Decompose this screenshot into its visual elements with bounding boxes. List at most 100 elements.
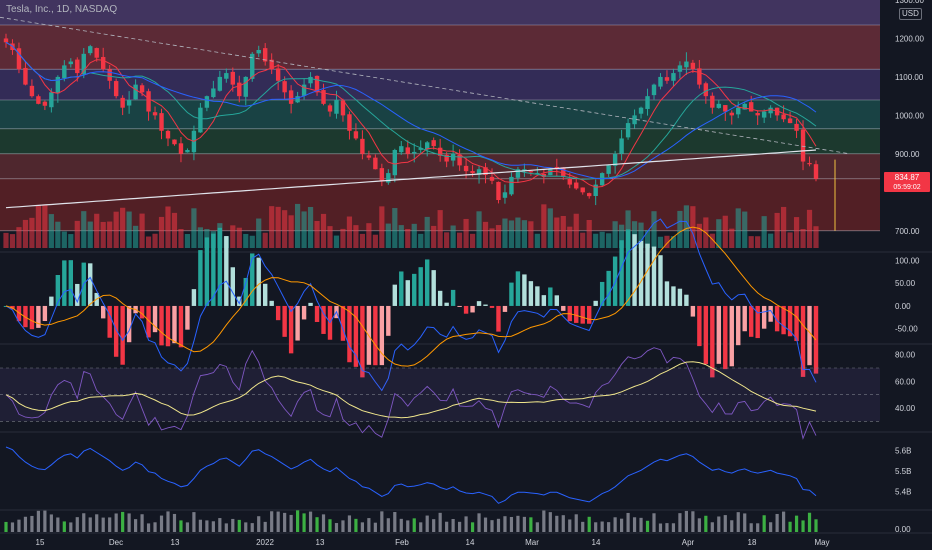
- macd-histogram-bar: [340, 305, 346, 341]
- volume-oscillator-bar: [632, 517, 637, 532]
- candle-body: [217, 76, 223, 91]
- volume-bar: [87, 221, 93, 248]
- candle-body: [444, 154, 449, 162]
- x-tick-label: Mar: [525, 538, 539, 547]
- candle-body: [386, 173, 391, 183]
- macd-histogram-bar: [23, 305, 28, 328]
- volume-oscillator-bar: [360, 522, 364, 532]
- volume-oscillator-bar: [438, 512, 442, 532]
- volume-oscillator-bar: [56, 517, 60, 532]
- volume-bar: [437, 210, 443, 248]
- macd-histogram-bar: [353, 305, 359, 367]
- y-tick-label: 900.00: [895, 150, 920, 159]
- macd-histogram-bar: [405, 280, 410, 306]
- macd-histogram-bar: [178, 305, 184, 348]
- macd-y-tick: 50.00: [895, 279, 916, 288]
- candle-body: [49, 92, 54, 108]
- volume-bar: [774, 212, 780, 248]
- macd-histogram-bar: [399, 271, 404, 306]
- macd-histogram-bar: [645, 243, 650, 306]
- candle-body: [457, 154, 462, 166]
- volume-bar: [644, 229, 651, 248]
- candle-body: [587, 193, 592, 197]
- volume-bar: [197, 227, 203, 248]
- volume-oscillator-bar: [75, 517, 79, 532]
- volume-bar: [327, 226, 333, 248]
- candle-body: [379, 168, 385, 181]
- volume-oscillator-bar: [445, 521, 449, 532]
- macd-histogram-bar: [243, 277, 248, 306]
- ema-fast-line: [5, 41, 817, 188]
- volume-bar: [664, 235, 670, 248]
- volume-bar: [158, 216, 165, 248]
- y-tick-label: 1000.00: [895, 111, 924, 120]
- macd-histogram-bar: [703, 305, 709, 365]
- volume-oscillator-bar: [185, 522, 190, 532]
- volume-bar: [528, 221, 534, 248]
- macd-histogram-bar: [308, 302, 313, 306]
- macd-histogram-bar: [651, 246, 657, 306]
- volume-bar: [171, 212, 178, 248]
- candle-body: [211, 88, 216, 98]
- macd-histogram-bar: [638, 240, 644, 306]
- candle-body: [535, 173, 540, 175]
- volume-oscillator-bar: [756, 523, 760, 532]
- volume-oscillator-bar: [665, 523, 669, 532]
- volume-oscillator-bar: [231, 518, 235, 532]
- volume-bar: [625, 210, 631, 248]
- macd-histogram-bar: [677, 288, 683, 306]
- volume-bar: [800, 229, 806, 248]
- volume-oscillator-bar: [516, 515, 520, 532]
- candle-body: [437, 147, 443, 156]
- candle-body: [347, 114, 352, 131]
- volume-bar: [9, 234, 16, 248]
- macd-histogram-bar: [710, 305, 715, 378]
- rsi-y-tick: 80.00: [895, 351, 916, 360]
- volume-bar: [424, 216, 430, 248]
- macd-histogram-bar: [237, 296, 242, 306]
- volume-bar: [113, 211, 119, 248]
- candle-body: [625, 123, 631, 138]
- volume-bar: [301, 211, 307, 248]
- volume-oscillator-bar: [95, 514, 99, 532]
- volume-oscillator-bar: [179, 520, 183, 532]
- macd-histogram-bar: [198, 250, 203, 306]
- currency-badge[interactable]: USD: [899, 8, 922, 20]
- x-tick-label: May: [814, 538, 829, 547]
- macd-histogram-bar: [165, 305, 171, 347]
- volume-bar: [262, 232, 268, 248]
- trend-line: [0, 16, 851, 155]
- volume-oscillator-bar: [697, 518, 701, 532]
- volume-oscillator-bar: [69, 522, 73, 532]
- volume-bar: [340, 228, 346, 248]
- candle-body: [483, 167, 488, 175]
- macd-y-tick: 100.00: [895, 257, 920, 266]
- macd-histogram-bar: [787, 305, 793, 337]
- volume-bar: [793, 217, 800, 248]
- volume-bar: [418, 233, 424, 248]
- candle-body: [269, 59, 274, 70]
- macd-histogram-bar: [554, 295, 559, 306]
- candle-body: [742, 103, 747, 110]
- candle-body: [761, 111, 767, 118]
- volume-oscillator-bar: [691, 511, 695, 532]
- candle-body: [606, 165, 611, 174]
- volume-oscillator-bar: [451, 518, 455, 532]
- volume-bar: [469, 233, 476, 248]
- macd-histogram-bar: [761, 305, 767, 329]
- volume-oscillator-bar: [341, 520, 345, 532]
- volume-oscillator-bar: [140, 514, 144, 532]
- volume-oscillator-bar: [535, 522, 539, 532]
- macd-histogram-bar: [152, 305, 158, 333]
- x-tick-label: 13: [171, 538, 180, 547]
- volume-oscillator-bar: [321, 514, 326, 532]
- symbol-title[interactable]: Tesla, Inc., 1D, NASDAQ: [6, 4, 118, 15]
- volume-bar: [411, 223, 417, 248]
- volume-bar: [781, 206, 787, 248]
- volume-oscillator-bar: [794, 515, 799, 532]
- rsi-ma-line: [5, 361, 817, 419]
- volume-bar: [547, 208, 553, 248]
- macd-histogram-bar: [716, 305, 721, 364]
- macd-histogram-bar: [625, 229, 631, 306]
